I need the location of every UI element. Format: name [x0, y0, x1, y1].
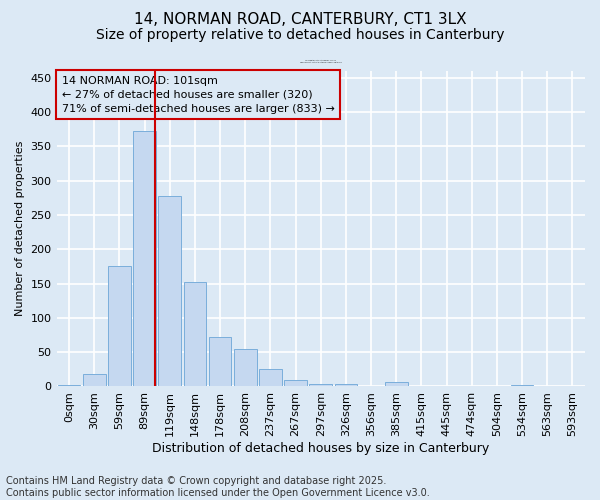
Y-axis label: Number of detached properties: Number of detached properties [15, 141, 25, 316]
Bar [158, 196, 181, 386]
Bar [58, 385, 80, 386]
Bar [511, 385, 533, 386]
Bar [385, 382, 407, 386]
Text: Size of property relative to detached houses in Canterbury: Size of property relative to detached ho… [96, 28, 504, 42]
X-axis label: Distribution of detached houses by size in Canterbury: Distribution of detached houses by size … [152, 442, 490, 455]
Text: 14, NORMAN ROAD, CANTERBURY, CT1 3LX: 14, NORMAN ROAD, CANTERBURY, CT1 3LX [134, 12, 466, 28]
Bar [83, 374, 106, 386]
Bar [184, 282, 206, 387]
Bar [335, 384, 357, 386]
Bar [310, 384, 332, 386]
Bar [209, 337, 232, 386]
Bar [284, 380, 307, 386]
Bar [133, 132, 156, 386]
Text: Contains HM Land Registry data © Crown copyright and database right 2025.
Contai: Contains HM Land Registry data © Crown c… [6, 476, 430, 498]
Title: 14, NORMAN ROAD, CANTERBURY, CT1 3LX
Size of property relative to detached house: 14, NORMAN ROAD, CANTERBURY, CT1 3LX Siz… [300, 60, 342, 62]
Bar [234, 350, 257, 387]
Text: 14 NORMAN ROAD: 101sqm
← 27% of detached houses are smaller (320)
71% of semi-de: 14 NORMAN ROAD: 101sqm ← 27% of detached… [62, 76, 335, 114]
Bar [108, 266, 131, 386]
Bar [259, 370, 282, 386]
